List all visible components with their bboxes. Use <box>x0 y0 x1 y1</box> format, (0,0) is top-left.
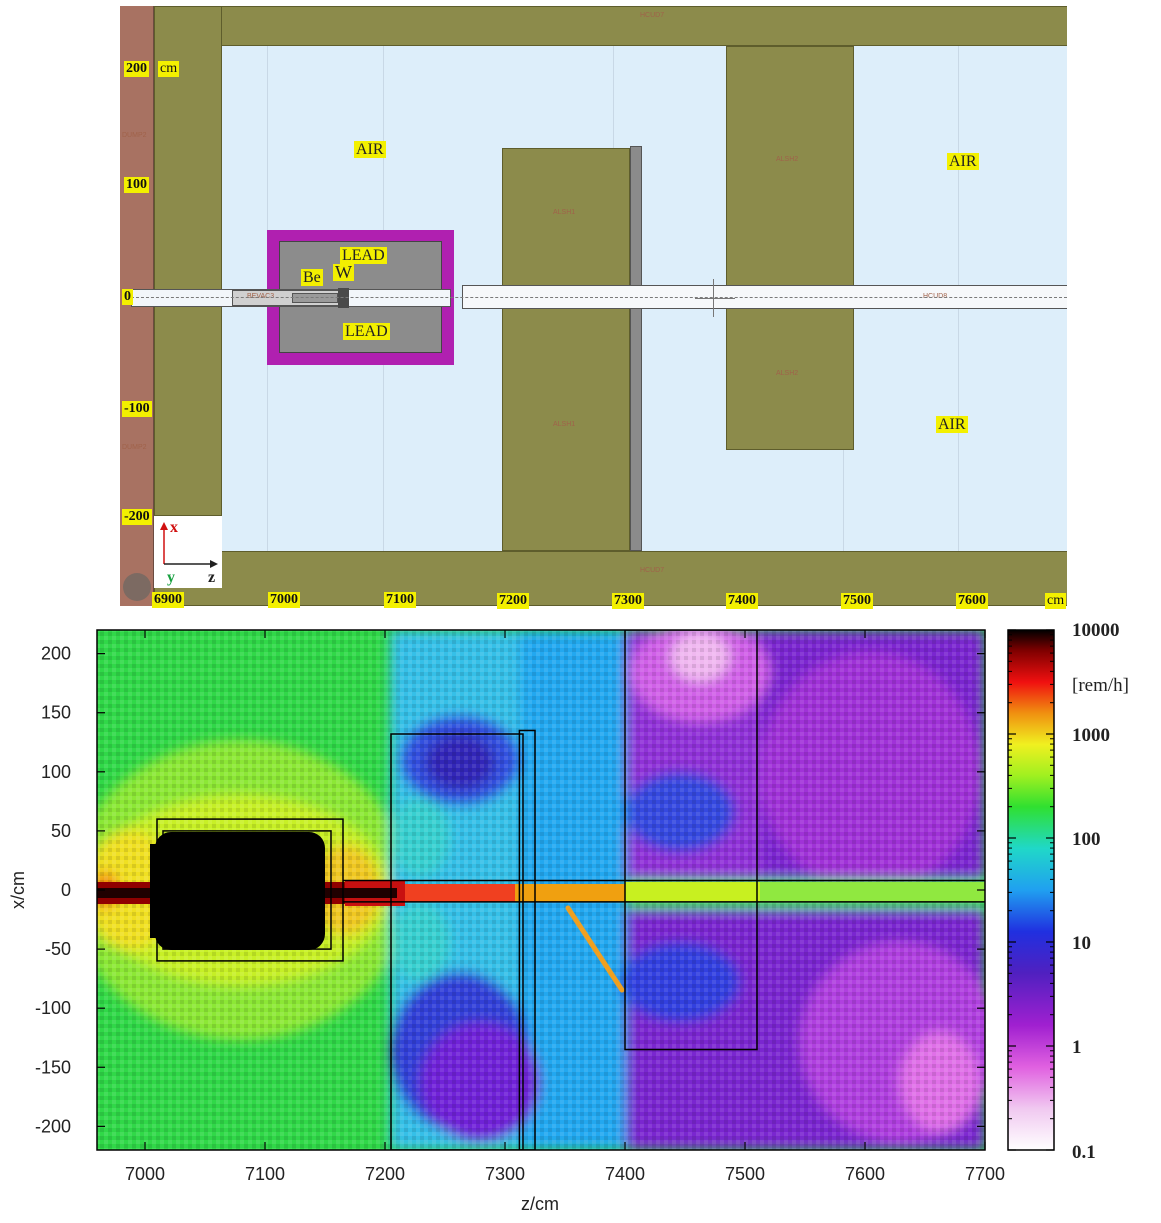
geometry-outline <box>162 830 332 950</box>
colorbar-tick-label: 1000 <box>1072 725 1110 746</box>
y-tick-label: 0 <box>122 289 133 305</box>
x-tick-label: 7600 <box>845 1164 885 1184</box>
material-label-w: W <box>333 262 354 282</box>
axis-icon: x y z <box>160 519 218 586</box>
alsh1-shield <box>502 148 630 551</box>
geometry-outline <box>156 818 344 962</box>
alsh1-label-bottom: ALSH1 <box>553 421 576 428</box>
x-axis: 7000 7100 7200 7300 7400 7500 7600 7700 <box>125 630 1005 1184</box>
concrete-bottom <box>154 551 1067 606</box>
y-tick-label: -100 <box>35 998 71 1018</box>
geometry-outlines <box>156 630 985 1150</box>
bevac-label: BEVAC3 <box>247 293 275 300</box>
y-tick-label: 50 <box>51 821 71 841</box>
alsh2-label-bottom: ALSH2 <box>776 370 799 377</box>
dump-label-upper: DUMP2 <box>122 132 147 139</box>
x-tick-label: 7500 <box>725 1164 765 1184</box>
geometry-outline <box>390 733 524 1150</box>
y-tick-label: 150 <box>41 703 71 723</box>
x-tick-label: 7000 <box>268 592 300 608</box>
colorbar-ticks: 10000 1000 100 10 1 0.1 <box>1008 620 1120 1163</box>
y-tick-label: -200 <box>122 509 152 525</box>
material-label-lead: LEAD <box>340 247 387 264</box>
x-tick-label: 7100 <box>384 592 416 608</box>
beam-axis-line <box>131 297 1067 298</box>
hcud-label-top: HCUD7 <box>640 12 665 19</box>
x-tick-label: 7600 <box>956 593 988 609</box>
geometry-view: DUMP2 DUMP2 HCUD7 HCUD7 x y z ALSH1 ALSH… <box>120 6 1067 609</box>
view-orientation-icon <box>123 573 151 601</box>
x-tick-label: 7500 <box>841 593 873 609</box>
y-tick-label: -200 <box>35 1116 71 1136</box>
material-label-air: AIR <box>936 416 968 433</box>
y-tick-label: 200 <box>124 61 149 77</box>
dump-label-lower: DUMP2 <box>122 444 147 451</box>
w-target <box>338 288 349 308</box>
x-tick-label: 7700 <box>965 1164 1005 1184</box>
x-tick-label: 7400 <box>605 1164 645 1184</box>
alsh2-label-top: ALSH2 <box>776 156 799 163</box>
colorbar-tick-label: 0.1 <box>1072 1142 1096 1163</box>
y-tick-label: -150 <box>35 1057 71 1077</box>
concrete-top <box>154 6 1067 46</box>
y-axis: 200 150 100 50 0 -50 -100 -150 -200 <box>35 644 985 1136</box>
material-label-air: AIR <box>354 141 386 158</box>
x-tick-label: 7100 <box>245 1164 285 1184</box>
material-label-lead: LEAD <box>343 323 390 340</box>
x-axis-title: z/cm <box>521 1194 559 1214</box>
y-tick-label: -100 <box>122 401 152 417</box>
alsh2-shield <box>726 46 854 450</box>
colorbar-unit: [rem/h] <box>1072 675 1129 696</box>
material-label-be: Be <box>301 269 323 286</box>
colorbar-tick-label: 10 <box>1072 933 1091 954</box>
steel-plate <box>630 146 642 551</box>
x-tick-label: 7300 <box>612 593 644 609</box>
colorbar <box>1007 629 1055 1151</box>
x-tick-label: 7400 <box>726 593 758 609</box>
axis-icon-z: z <box>208 569 215 586</box>
y-tick-label: -50 <box>45 939 71 959</box>
x-tick-label: 7000 <box>125 1164 165 1184</box>
hcud-pipe-label: HCUD8 <box>923 293 948 300</box>
x-tick-label: 6900 <box>152 592 184 608</box>
x-unit-label: cm <box>1045 593 1067 609</box>
y-tick-label: 200 <box>41 644 71 664</box>
y-tick-label: 100 <box>41 762 71 782</box>
y-tick-label: 0 <box>61 880 71 900</box>
hcud-label-bottom: HCUD7 <box>640 567 665 574</box>
heat-field <box>97 630 985 1150</box>
x-tick-label: 7300 <box>485 1164 525 1184</box>
x-tick-label: 7200 <box>365 1164 405 1184</box>
pipe-flange-cross <box>695 298 735 299</box>
geometry-outline <box>624 630 758 1051</box>
axis-icon-x: x <box>170 519 178 536</box>
axis-icon-y: y <box>167 569 175 586</box>
alsh1-label-top: ALSH1 <box>553 209 576 216</box>
concrete-left <box>154 6 222 516</box>
x-tick-label: 7200 <box>497 593 529 609</box>
dose-map-chart: 7000 7100 7200 7300 7400 7500 7600 7700 2001501… <box>8 620 1129 1214</box>
colorbar-tick-label: 10000 <box>1072 620 1120 641</box>
dose-map-figure: 7000 7100 7200 7300 7400 7500 7600 7700 200 150 1… <box>0 612 1161 1218</box>
y-axis-title: x/cm <box>8 871 28 909</box>
material-label-air: AIR <box>947 153 979 170</box>
y-unit-label: cm <box>158 61 180 77</box>
colorbar-tick-label: 100 <box>1072 829 1101 850</box>
be-target <box>292 293 338 303</box>
colorbar-tick-label: 1 <box>1072 1037 1082 1058</box>
y-tick-label: 100 <box>124 177 149 193</box>
